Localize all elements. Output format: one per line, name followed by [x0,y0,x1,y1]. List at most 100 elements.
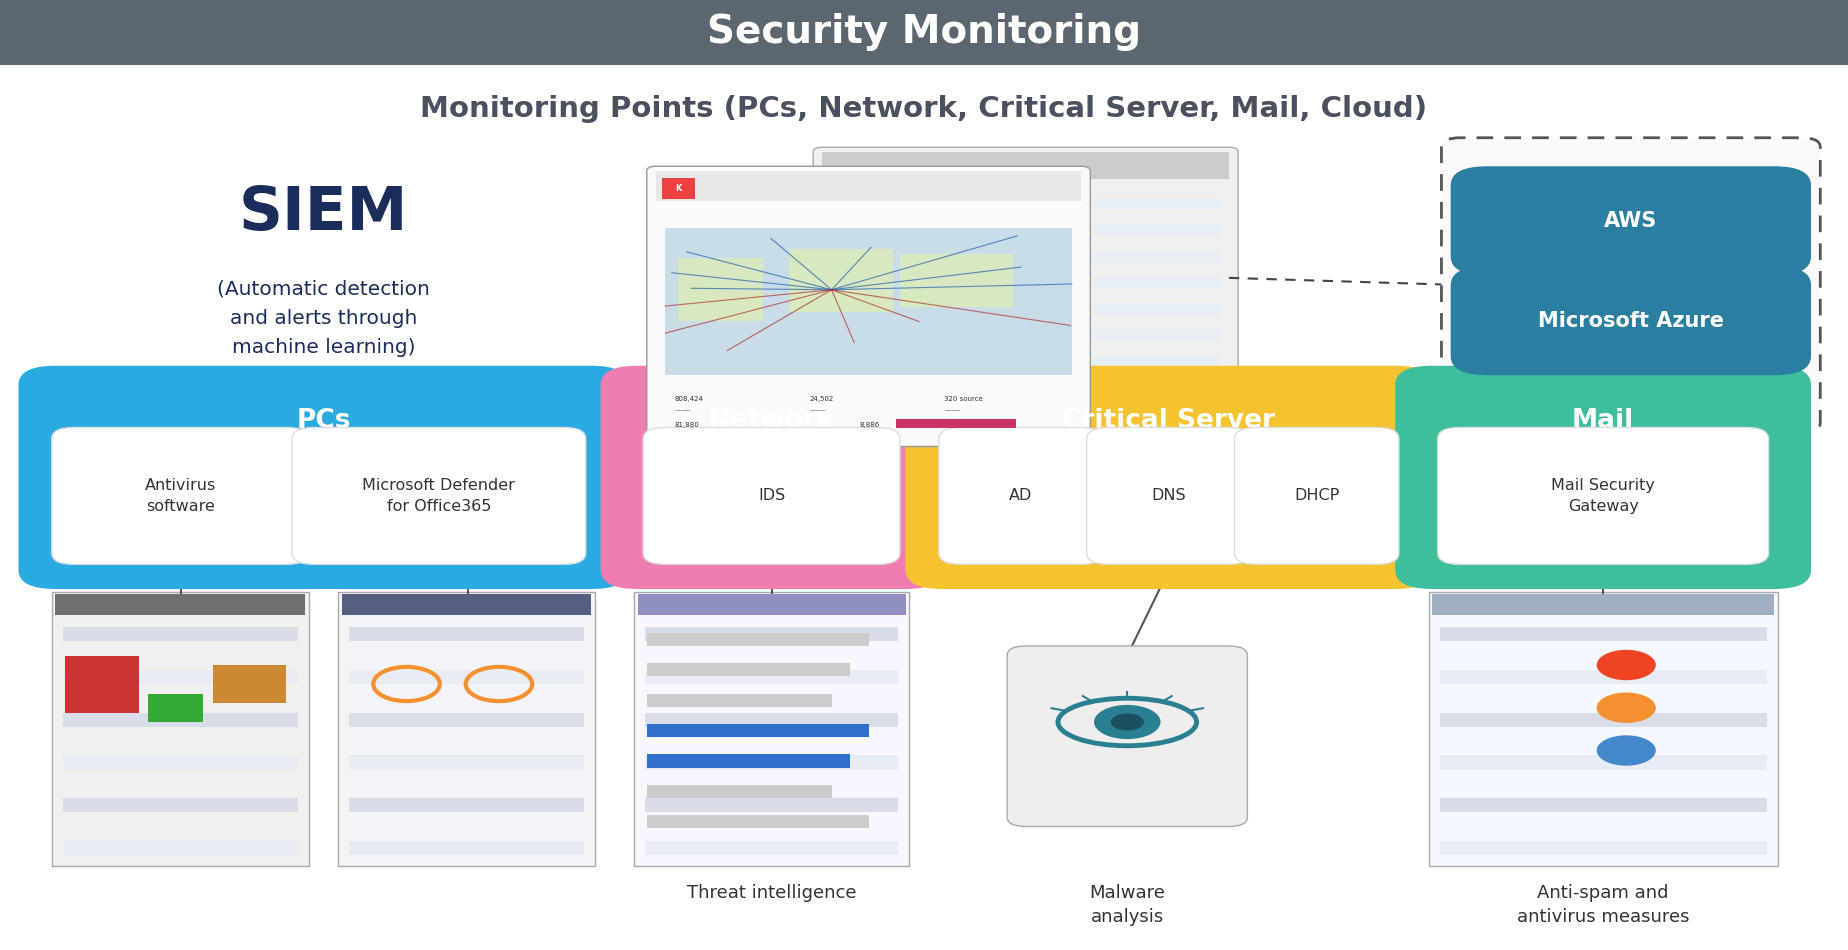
FancyBboxPatch shape [52,592,309,866]
FancyBboxPatch shape [647,633,869,646]
FancyBboxPatch shape [1429,592,1778,866]
Text: ─────: ───── [809,408,826,414]
FancyBboxPatch shape [1440,841,1767,855]
FancyBboxPatch shape [647,785,832,798]
FancyBboxPatch shape [1451,266,1811,375]
FancyBboxPatch shape [647,663,850,676]
Text: Mail Security
Gateway: Mail Security Gateway [1550,478,1656,514]
Circle shape [1597,693,1656,723]
FancyBboxPatch shape [1440,670,1767,684]
FancyBboxPatch shape [1087,428,1251,564]
Text: Critical Server: Critical Server [1063,408,1275,434]
FancyBboxPatch shape [601,366,942,589]
Text: 24,502: 24,502 [809,396,833,402]
FancyBboxPatch shape [822,152,1229,179]
FancyBboxPatch shape [338,592,595,866]
FancyBboxPatch shape [813,147,1238,408]
Text: Microsoft Defender
for Office365: Microsoft Defender for Office365 [362,478,516,514]
FancyBboxPatch shape [63,670,298,684]
FancyBboxPatch shape [63,627,298,641]
FancyBboxPatch shape [52,428,309,564]
Text: ─────: ───── [944,408,961,414]
FancyBboxPatch shape [789,249,893,312]
FancyBboxPatch shape [832,330,1220,341]
FancyBboxPatch shape [63,841,298,855]
FancyBboxPatch shape [1432,594,1774,615]
FancyBboxPatch shape [896,419,1016,428]
FancyBboxPatch shape [63,755,298,770]
FancyBboxPatch shape [832,356,1220,368]
FancyBboxPatch shape [55,594,305,615]
FancyBboxPatch shape [1451,166,1811,276]
FancyBboxPatch shape [1234,428,1399,564]
Text: Microsoft Azure: Microsoft Azure [1538,311,1724,331]
Text: PCs: PCs [296,408,351,434]
FancyBboxPatch shape [1440,798,1767,812]
Text: 808,424: 808,424 [675,396,704,402]
FancyBboxPatch shape [645,798,898,812]
FancyBboxPatch shape [1440,755,1767,770]
FancyBboxPatch shape [349,627,584,641]
FancyBboxPatch shape [1440,712,1767,727]
FancyBboxPatch shape [647,815,869,828]
Text: Threat intelligence: Threat intelligence [687,884,856,902]
FancyBboxPatch shape [662,178,695,199]
FancyBboxPatch shape [832,303,1220,314]
Text: Malware
analysis: Malware analysis [1088,884,1166,926]
FancyBboxPatch shape [65,656,139,712]
Circle shape [1597,650,1656,680]
FancyBboxPatch shape [906,366,1432,589]
FancyBboxPatch shape [900,254,1013,307]
FancyBboxPatch shape [647,724,869,737]
Text: 81,880: 81,880 [675,422,699,428]
FancyBboxPatch shape [148,694,203,722]
Text: IDS: IDS [758,488,785,504]
FancyBboxPatch shape [647,754,850,768]
Text: Antivirus
software: Antivirus software [144,478,216,514]
Text: AWS: AWS [1604,211,1658,231]
FancyBboxPatch shape [638,594,906,615]
FancyBboxPatch shape [645,670,898,684]
Circle shape [1094,705,1161,739]
Text: Cloud: Cloud [1582,176,1680,204]
FancyBboxPatch shape [1438,428,1769,564]
Text: AD: AD [1009,488,1033,504]
FancyBboxPatch shape [1440,627,1767,641]
FancyBboxPatch shape [63,798,298,812]
FancyBboxPatch shape [939,428,1103,564]
FancyBboxPatch shape [832,224,1220,236]
FancyBboxPatch shape [678,258,763,321]
FancyBboxPatch shape [647,166,1090,446]
Text: 320 source: 320 source [944,396,983,402]
FancyBboxPatch shape [292,428,586,564]
FancyBboxPatch shape [349,670,584,684]
Circle shape [1597,735,1656,766]
Circle shape [1111,713,1144,731]
FancyBboxPatch shape [832,383,1220,394]
FancyBboxPatch shape [832,251,1220,262]
FancyBboxPatch shape [665,228,1072,375]
FancyBboxPatch shape [63,712,298,727]
FancyBboxPatch shape [645,627,898,641]
FancyBboxPatch shape [643,428,900,564]
Text: (Automatic detection
and alerts through
machine learning): (Automatic detection and alerts through … [216,279,431,357]
FancyBboxPatch shape [645,755,898,770]
Text: ─────: ───── [675,408,691,414]
FancyBboxPatch shape [349,755,584,770]
FancyBboxPatch shape [645,841,898,855]
Text: 8,886: 8,886 [859,422,880,428]
Text: Anti-spam and
antivirus measures: Anti-spam and antivirus measures [1517,884,1689,926]
FancyBboxPatch shape [645,712,898,727]
FancyBboxPatch shape [349,798,584,812]
FancyBboxPatch shape [342,594,591,615]
Text: DNS: DNS [1151,488,1186,504]
FancyBboxPatch shape [656,171,1081,201]
Text: DHCP: DHCP [1294,488,1340,504]
FancyBboxPatch shape [832,198,1220,209]
FancyBboxPatch shape [349,712,584,727]
FancyBboxPatch shape [832,277,1220,289]
Text: Security Monitoring: Security Monitoring [708,13,1140,51]
FancyBboxPatch shape [1441,138,1820,432]
Text: Mail: Mail [1573,408,1634,434]
FancyBboxPatch shape [634,592,909,866]
